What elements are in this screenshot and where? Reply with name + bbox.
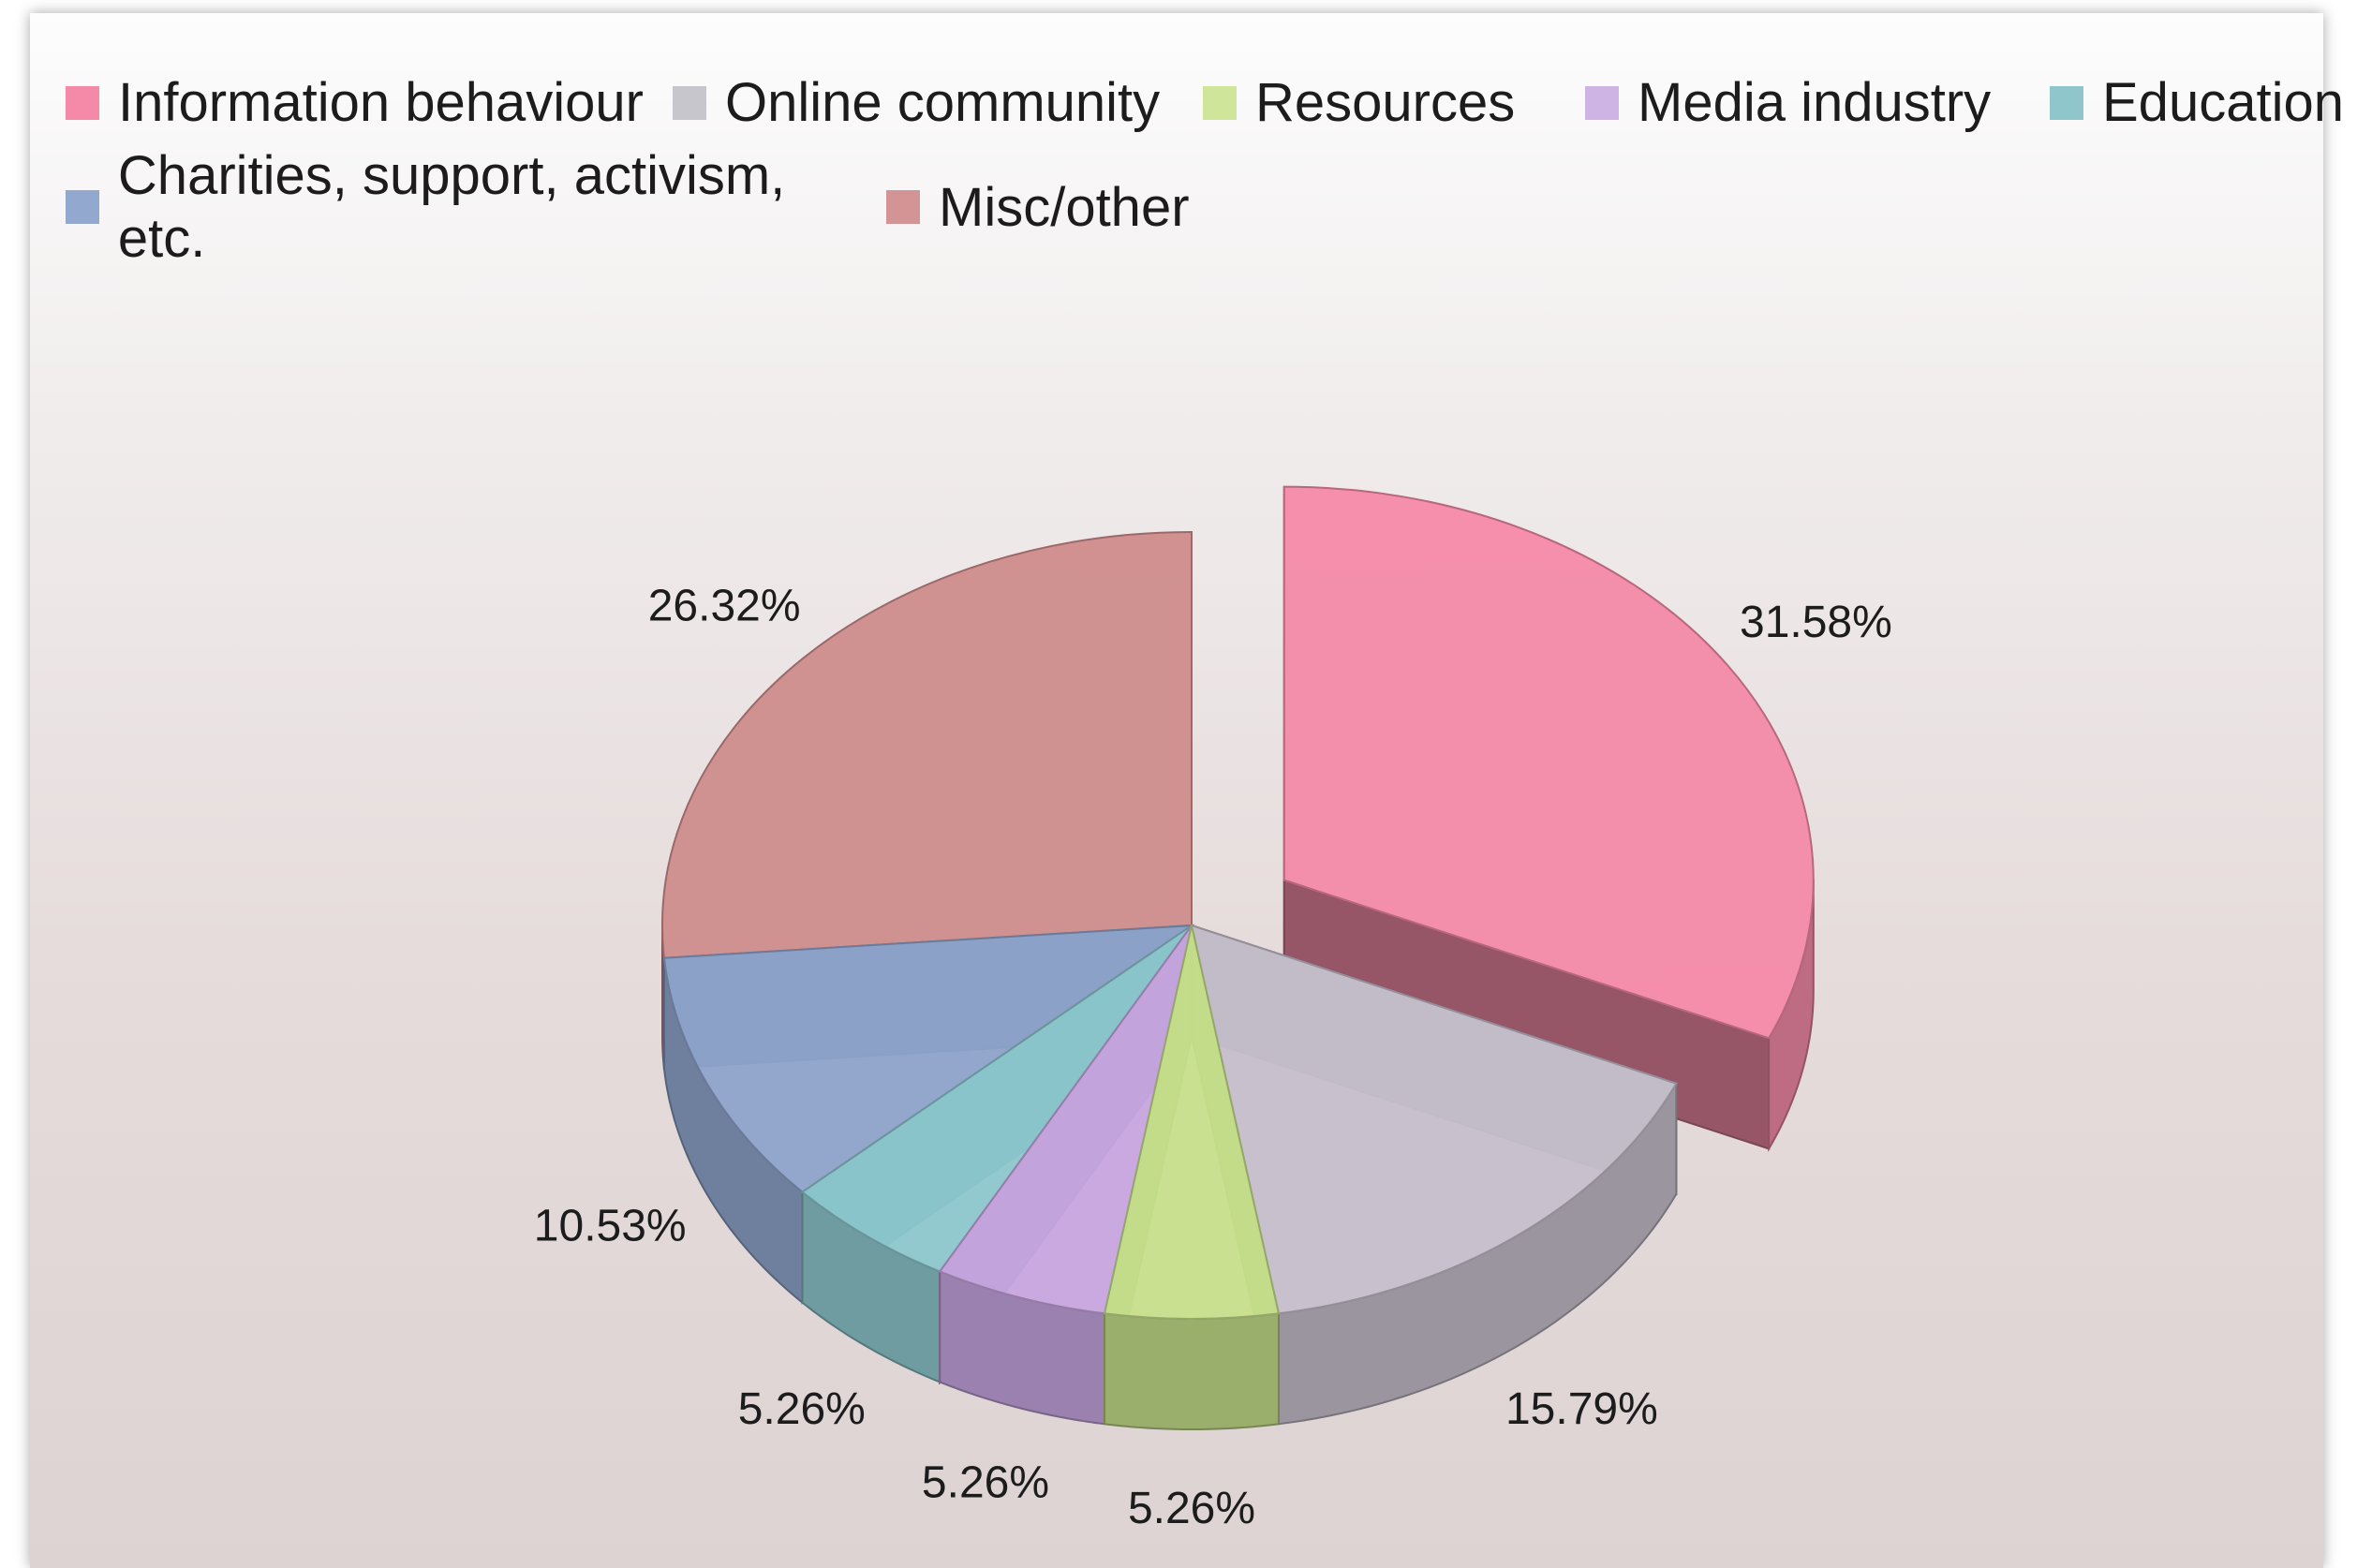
legend-swatch xyxy=(1203,85,1237,120)
legend-item-misc-other[interactable]: Misc/other xyxy=(886,176,1190,239)
slice-misc-other xyxy=(661,530,1193,959)
pie-slices xyxy=(661,485,1815,1321)
slice-online-community xyxy=(1190,924,1678,1315)
slice-media-industry xyxy=(938,925,1193,1315)
legend-item-resources[interactable]: Resources xyxy=(1203,71,1585,134)
legend-label: Education xyxy=(2102,72,2344,133)
data-label-media-industry: 5.26% xyxy=(922,1458,1049,1508)
slice-information-behaviour xyxy=(1282,485,1815,1040)
legend-item-charities[interactable]: Charities, support, activism, etc. xyxy=(66,144,886,270)
legend-item-media-industry[interactable]: Media industry xyxy=(1585,71,2050,134)
legend-item-online-community[interactable]: Online community xyxy=(673,71,1203,134)
legend-row-1: Information behaviour Online community R… xyxy=(66,71,2344,134)
legend-label: Resources xyxy=(1255,72,1516,133)
slice-side-resources xyxy=(1104,1312,1280,1431)
legend-swatch xyxy=(886,190,920,224)
data-label-education: 5.26% xyxy=(738,1384,866,1434)
pie-data-labels: 26.32% 31.58% 10.53% 15.79% 5.26% 5.26% 5.26% xyxy=(534,582,1892,1533)
legend-item-education[interactable]: Education xyxy=(2050,71,2344,134)
legend-swatch xyxy=(673,85,706,120)
data-label-resources: 5.26% xyxy=(1128,1484,1255,1533)
legend-label: Charities, support, activism, etc. xyxy=(117,145,786,269)
data-label-online-community: 15.79% xyxy=(1505,1384,1658,1434)
legend-item-information-behaviour[interactable]: Information behaviour xyxy=(66,71,673,134)
legend-label: Misc/other xyxy=(939,176,1190,238)
slice-charities-support-activism-etc xyxy=(662,924,1195,1193)
slice-education xyxy=(800,925,1193,1273)
legend-label: Media industry xyxy=(1638,72,1992,133)
legend-swatch xyxy=(66,85,99,120)
data-label-information-behaviour: 31.58% xyxy=(1740,598,1892,647)
legend-swatch xyxy=(1585,85,1619,120)
legend-swatch xyxy=(2050,85,2083,120)
legend-row-2: Charities, support, activism, etc. Misc/… xyxy=(66,144,1190,270)
legend-swatch xyxy=(66,190,99,224)
slice-resources xyxy=(1103,925,1281,1321)
legend-label: Online community xyxy=(725,72,1161,133)
data-label-misc-other: 26.32% xyxy=(648,582,801,631)
legend-label: Information behaviour xyxy=(118,72,644,133)
data-label-charities-support-activism-etc: 10.53% xyxy=(534,1202,687,1251)
